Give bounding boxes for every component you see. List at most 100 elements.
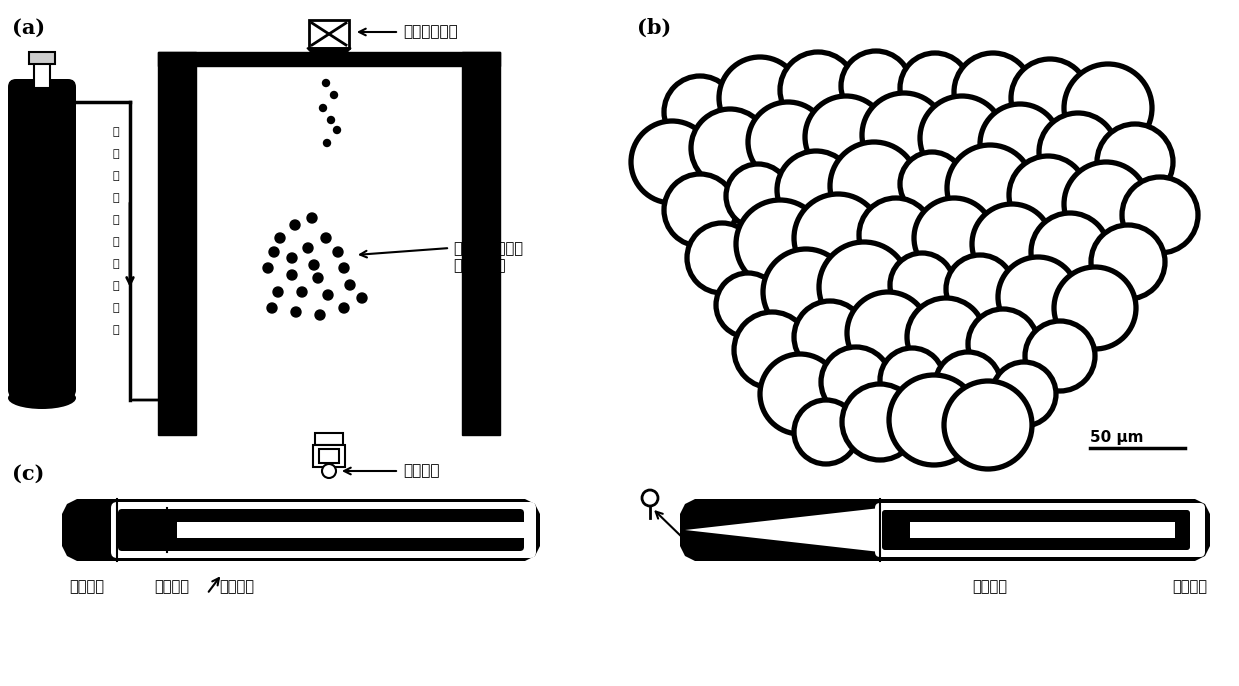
Circle shape (1031, 213, 1109, 291)
Text: 粉末形戛微球: 粉末形戛微球 (453, 258, 506, 273)
Circle shape (322, 464, 336, 478)
Text: 气: 气 (113, 303, 119, 313)
Circle shape (763, 249, 849, 335)
Circle shape (1040, 113, 1118, 191)
Circle shape (819, 242, 909, 332)
FancyBboxPatch shape (112, 502, 536, 558)
Circle shape (275, 233, 285, 243)
Circle shape (266, 303, 278, 313)
Circle shape (686, 223, 757, 293)
Circle shape (805, 96, 887, 178)
Text: 由于表面张力作用: 由于表面张力作用 (453, 241, 523, 256)
Text: 50 μm: 50 μm (1090, 430, 1144, 445)
Bar (159, 52, 196, 435)
Text: 气: 气 (113, 215, 119, 225)
Text: 然: 然 (113, 193, 119, 203)
Bar (28, 52, 55, 64)
Circle shape (304, 243, 313, 253)
Polygon shape (307, 48, 351, 66)
Circle shape (794, 400, 857, 464)
Text: 玻璃微球: 玻璃微球 (688, 542, 724, 557)
Polygon shape (680, 499, 1211, 561)
Circle shape (862, 93, 947, 177)
Text: 其: 其 (113, 259, 119, 269)
Text: 注: 注 (113, 127, 119, 137)
FancyBboxPatch shape (875, 503, 1206, 557)
Circle shape (716, 273, 781, 337)
Circle shape (1097, 124, 1173, 200)
Ellipse shape (7, 387, 76, 409)
FancyBboxPatch shape (7, 79, 76, 398)
Text: 中空光纤: 中空光纤 (219, 579, 254, 594)
Circle shape (890, 253, 954, 317)
Circle shape (323, 139, 331, 147)
Circle shape (748, 102, 828, 182)
Circle shape (291, 307, 301, 317)
Text: 天: 天 (113, 171, 119, 181)
Circle shape (830, 142, 918, 230)
Circle shape (307, 213, 317, 223)
Circle shape (794, 301, 866, 373)
Circle shape (821, 347, 891, 417)
Text: 单模光纤: 单模光纤 (69, 579, 104, 594)
Circle shape (339, 303, 349, 313)
Text: 多模光纤: 多模光纤 (973, 579, 1007, 594)
FancyBboxPatch shape (118, 509, 524, 551)
Circle shape (323, 290, 333, 300)
Circle shape (290, 220, 300, 230)
Circle shape (315, 310, 325, 320)
Circle shape (947, 255, 1014, 323)
Circle shape (859, 198, 933, 272)
Bar (315, 433, 343, 445)
Text: 他: 他 (113, 281, 119, 291)
Circle shape (954, 53, 1032, 131)
Circle shape (843, 384, 918, 460)
Bar (196, 66, 462, 435)
Circle shape (287, 253, 297, 263)
Circle shape (1054, 267, 1136, 349)
Text: 单模光纤: 单模光纤 (1172, 579, 1208, 594)
Text: 收集装置: 收集装置 (403, 464, 440, 479)
Text: (b): (b) (637, 18, 672, 38)
Circle shape (287, 270, 297, 280)
Bar (177, 522, 525, 538)
Circle shape (907, 298, 985, 376)
Polygon shape (62, 499, 540, 561)
Circle shape (968, 309, 1038, 379)
Circle shape (1123, 177, 1198, 253)
Circle shape (331, 91, 337, 99)
Circle shape (320, 104, 327, 112)
Bar (909, 522, 1175, 538)
Circle shape (691, 109, 769, 187)
Circle shape (1009, 156, 1087, 234)
Circle shape (313, 273, 323, 283)
Circle shape (992, 362, 1056, 426)
Circle shape (980, 104, 1061, 184)
Circle shape (935, 352, 1001, 418)
Circle shape (947, 145, 1033, 231)
Circle shape (339, 263, 349, 273)
FancyBboxPatch shape (882, 510, 1189, 550)
Circle shape (1092, 225, 1165, 299)
Circle shape (736, 200, 824, 288)
Circle shape (841, 51, 911, 121)
Circle shape (921, 96, 1004, 180)
Polygon shape (685, 508, 880, 552)
Circle shape (900, 53, 970, 123)
Circle shape (1064, 162, 1149, 246)
Circle shape (719, 57, 800, 139)
Circle shape (1011, 59, 1089, 137)
Circle shape (357, 293, 367, 303)
Circle shape (847, 292, 929, 374)
Circle shape (890, 375, 979, 465)
Circle shape (726, 164, 790, 228)
Circle shape (273, 287, 282, 297)
Text: (a): (a) (12, 18, 45, 38)
Circle shape (973, 204, 1052, 284)
Text: 倒入玻璃粉末: 倒入玻璃粉末 (403, 25, 457, 40)
Circle shape (914, 198, 994, 278)
Circle shape (333, 126, 341, 134)
Circle shape (309, 260, 318, 270)
Text: 入: 入 (113, 149, 119, 159)
Circle shape (631, 121, 712, 203)
